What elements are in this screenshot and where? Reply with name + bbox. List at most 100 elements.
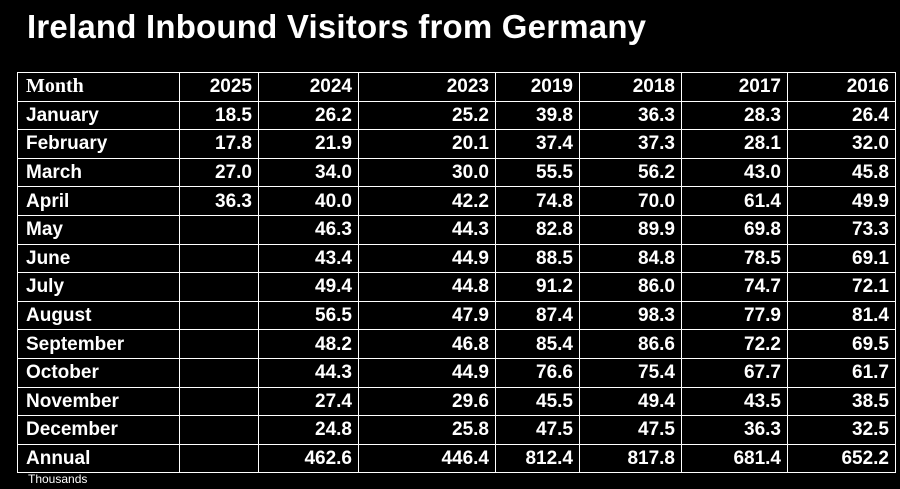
value-cell: 47.5 (495, 415, 580, 445)
value-cell: 812.4 (495, 443, 580, 474)
year-column-header: 2017 (681, 72, 788, 102)
value-cell: 69.1 (787, 243, 896, 274)
value-cell: 18.5 (179, 100, 259, 131)
value-cell: 24.8 (258, 415, 359, 445)
year-column-header: 2016 (787, 72, 896, 102)
value-cell (179, 272, 259, 302)
month-column-header: Month (17, 72, 180, 102)
unit-footnote: Thousands (28, 472, 88, 486)
page-title: Ireland Inbound Visitors from Germany (27, 8, 647, 45)
table-row: September 48.2 46.8 85.4 86.6 72.2 69.5 (17, 329, 896, 359)
value-cell: 75.4 (579, 357, 682, 388)
value-cell: 34.0 (258, 157, 359, 188)
value-cell: 46.3 (258, 214, 359, 245)
table-row: August 56.5 47.9 87.4 98.3 77.9 81.4 (17, 300, 896, 331)
value-cell: 817.8 (579, 443, 682, 474)
value-cell: 32.0 (787, 129, 896, 159)
value-cell: 61.7 (787, 357, 896, 388)
value-cell: 88.5 (495, 243, 580, 274)
value-cell: 72.2 (681, 329, 788, 359)
value-cell: 25.8 (358, 415, 496, 445)
table-row: February 17.8 21.9 20.1 37.4 37.3 28.1 32.0 (17, 129, 896, 159)
table-row: June 43.4 44.9 88.5 84.8 78.5 69.1 (17, 243, 896, 274)
value-cell: 43.4 (258, 243, 359, 274)
value-cell: 84.8 (579, 243, 682, 274)
value-cell: 36.3 (579, 100, 682, 131)
table-row: November 27.4 29.6 45.5 49.4 43.5 38.5 (17, 386, 896, 417)
table-row: May 46.3 44.3 82.8 89.9 69.8 73.3 (17, 214, 896, 245)
value-cell: 37.4 (495, 129, 580, 159)
value-cell: 73.3 (787, 214, 896, 245)
row-label: December (17, 415, 180, 445)
value-cell: 28.3 (681, 100, 788, 131)
value-cell: 446.4 (358, 443, 496, 474)
value-cell: 45.8 (787, 157, 896, 188)
table-row: March 27.0 34.0 30.0 55.5 56.2 43.0 45.8 (17, 157, 896, 188)
value-cell: 32.5 (787, 415, 896, 445)
value-cell: 98.3 (579, 300, 682, 331)
value-cell: 26.2 (258, 100, 359, 131)
value-cell: 25.2 (358, 100, 496, 131)
value-cell: 91.2 (495, 272, 580, 302)
row-label: January (17, 100, 180, 131)
value-cell: 45.5 (495, 386, 580, 417)
row-label: Annual (17, 443, 180, 474)
value-cell: 30.0 (358, 157, 496, 188)
value-cell (179, 386, 259, 417)
table-row: October 44.3 44.9 76.6 75.4 67.7 61.7 (17, 357, 896, 388)
value-cell: 87.4 (495, 300, 580, 331)
value-cell: 39.8 (495, 100, 580, 131)
value-cell: 72.1 (787, 272, 896, 302)
row-label: March (17, 157, 180, 188)
year-column-header: 2025 (179, 72, 259, 102)
value-cell: 462.6 (258, 443, 359, 474)
value-cell: 652.2 (787, 443, 896, 474)
value-cell: 77.9 (681, 300, 788, 331)
value-cell (179, 329, 259, 359)
table-row: December 24.8 25.8 47.5 47.5 36.3 32.5 (17, 415, 896, 445)
value-cell: 29.6 (358, 386, 496, 417)
value-cell: 36.3 (681, 415, 788, 445)
value-cell (179, 443, 259, 474)
value-cell (179, 243, 259, 274)
value-cell: 48.2 (258, 329, 359, 359)
value-cell: 20.1 (358, 129, 496, 159)
table-row: January 18.5 26.2 25.2 39.8 36.3 28.3 26.4 (17, 100, 896, 131)
year-column-header: 2019 (495, 72, 580, 102)
value-cell: 44.3 (258, 357, 359, 388)
value-cell: 49.4 (258, 272, 359, 302)
value-cell: 49.4 (579, 386, 682, 417)
value-cell (179, 415, 259, 445)
value-cell: 69.5 (787, 329, 896, 359)
value-cell: 17.8 (179, 129, 259, 159)
row-label: August (17, 300, 180, 331)
row-label: February (17, 129, 180, 159)
value-cell: 44.8 (358, 272, 496, 302)
value-cell (179, 214, 259, 245)
value-cell: 78.5 (681, 243, 788, 274)
value-cell: 46.8 (358, 329, 496, 359)
value-cell: 85.4 (495, 329, 580, 359)
year-column-header: 2023 (358, 72, 496, 102)
value-cell: 61.4 (681, 186, 788, 216)
value-cell: 47.9 (358, 300, 496, 331)
value-cell: 81.4 (787, 300, 896, 331)
value-cell: 27.0 (179, 157, 259, 188)
value-cell: 38.5 (787, 386, 896, 417)
row-label: May (17, 214, 180, 245)
table-row: April 36.3 40.0 42.2 74.8 70.0 61.4 49.9 (17, 186, 896, 216)
table-row: July 49.4 44.8 91.2 86.0 74.7 72.1 (17, 272, 896, 302)
value-cell: 36.3 (179, 186, 259, 216)
value-cell: 47.5 (579, 415, 682, 445)
value-cell: 44.3 (358, 214, 496, 245)
value-cell: 42.2 (358, 186, 496, 216)
value-cell: 40.0 (258, 186, 359, 216)
table-body: January 18.5 26.2 25.2 39.8 36.3 28.3 26.4 Febru… (17, 100, 896, 474)
value-cell: 28.1 (681, 129, 788, 159)
value-cell: 44.9 (358, 243, 496, 274)
value-cell: 681.4 (681, 443, 788, 474)
value-cell: 86.0 (579, 272, 682, 302)
value-cell: 70.0 (579, 186, 682, 216)
value-cell: 74.8 (495, 186, 580, 216)
header-row: Month 2025 2024 2023 2019 2018 2017 2016 (17, 72, 896, 102)
